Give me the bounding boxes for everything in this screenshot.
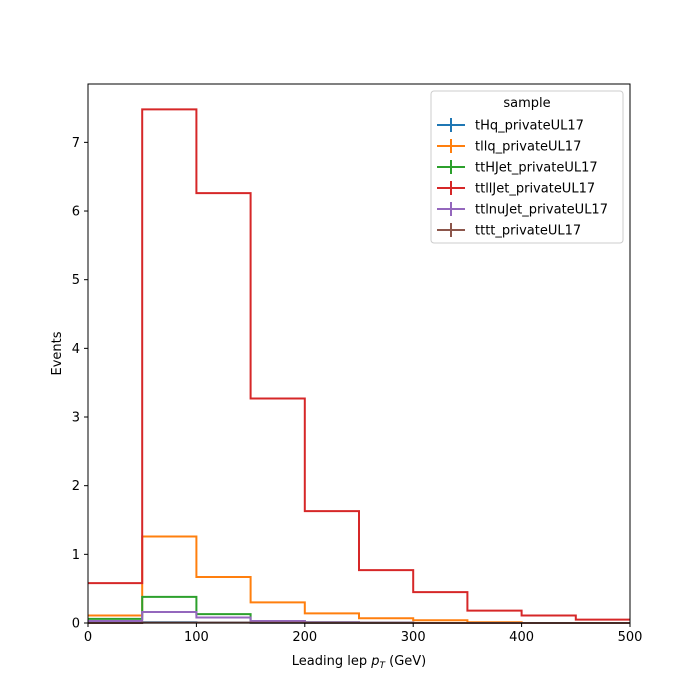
x-tick-label: 400 [509, 630, 534, 645]
x-tick-label: 500 [618, 630, 643, 645]
legend-item: ttllJet_privateUL17 [437, 181, 595, 197]
legend-item: tHq_privateUL17 [437, 118, 584, 134]
x-tick-label: 100 [184, 630, 209, 645]
x-axis: 0 100 200 300 400 500 [84, 623, 643, 645]
x-axis-label-var: p [370, 654, 379, 669]
legend-label: tttt_privateUL17 [475, 224, 581, 239]
y-tick-label: 4 [72, 342, 80, 357]
legend-label: ttllJet_privateUL17 [475, 182, 595, 197]
plot-frame [87, 83, 631, 624]
legend: sample tHq_privateUL17 tllq_privateUL17tt… [430, 90, 624, 244]
x-tick-label: 300 [401, 630, 426, 645]
legend-item: tllq_privateUL17 [437, 139, 581, 155]
x-axis-label: Leading lep pT (GeV) [292, 654, 426, 671]
legend-items: tHq_privateUL17 tllq_privateUL17 ttHJet_pr… [437, 118, 608, 239]
legend-label: tllq_privateUL17 [475, 140, 581, 155]
y-tick-label: 1 [72, 548, 80, 563]
legend-label: ttlnuJet_privateUL17 [475, 203, 608, 218]
legend-title: sample [503, 96, 550, 111]
y-axis-label: Events [50, 331, 65, 375]
x-tick-label: 200 [292, 630, 317, 645]
y-axis: 0 1 2 3 4 5 6 7 [72, 136, 88, 632]
x-tick-label: 0 [84, 630, 92, 645]
legend-box [430, 90, 624, 244]
y-tick-label: 6 [72, 205, 80, 220]
legend-item: ttHJet_privateUL17 [437, 160, 598, 176]
x-axis-label-unit: (GeV) [385, 654, 426, 669]
y-tick-label: 7 [72, 136, 80, 151]
x-axis-label-sub: T [379, 661, 386, 671]
legend-label: ttHJet_privateUL17 [475, 161, 598, 176]
legend-label: tHq_privateUL17 [475, 119, 584, 134]
x-axis-label-main: Leading lep [292, 654, 371, 669]
y-tick-label: 3 [72, 411, 80, 426]
y-tick-label: 0 [72, 617, 80, 632]
legend-item: ttlnuJet_privateUL17 [437, 202, 608, 218]
series-line-ttllJet_privateUL17 [88, 108, 630, 621]
y-tick-label: 5 [72, 273, 80, 288]
legend-item: tttt_privateUL17 [437, 223, 581, 239]
y-tick-label: 2 [72, 479, 80, 494]
